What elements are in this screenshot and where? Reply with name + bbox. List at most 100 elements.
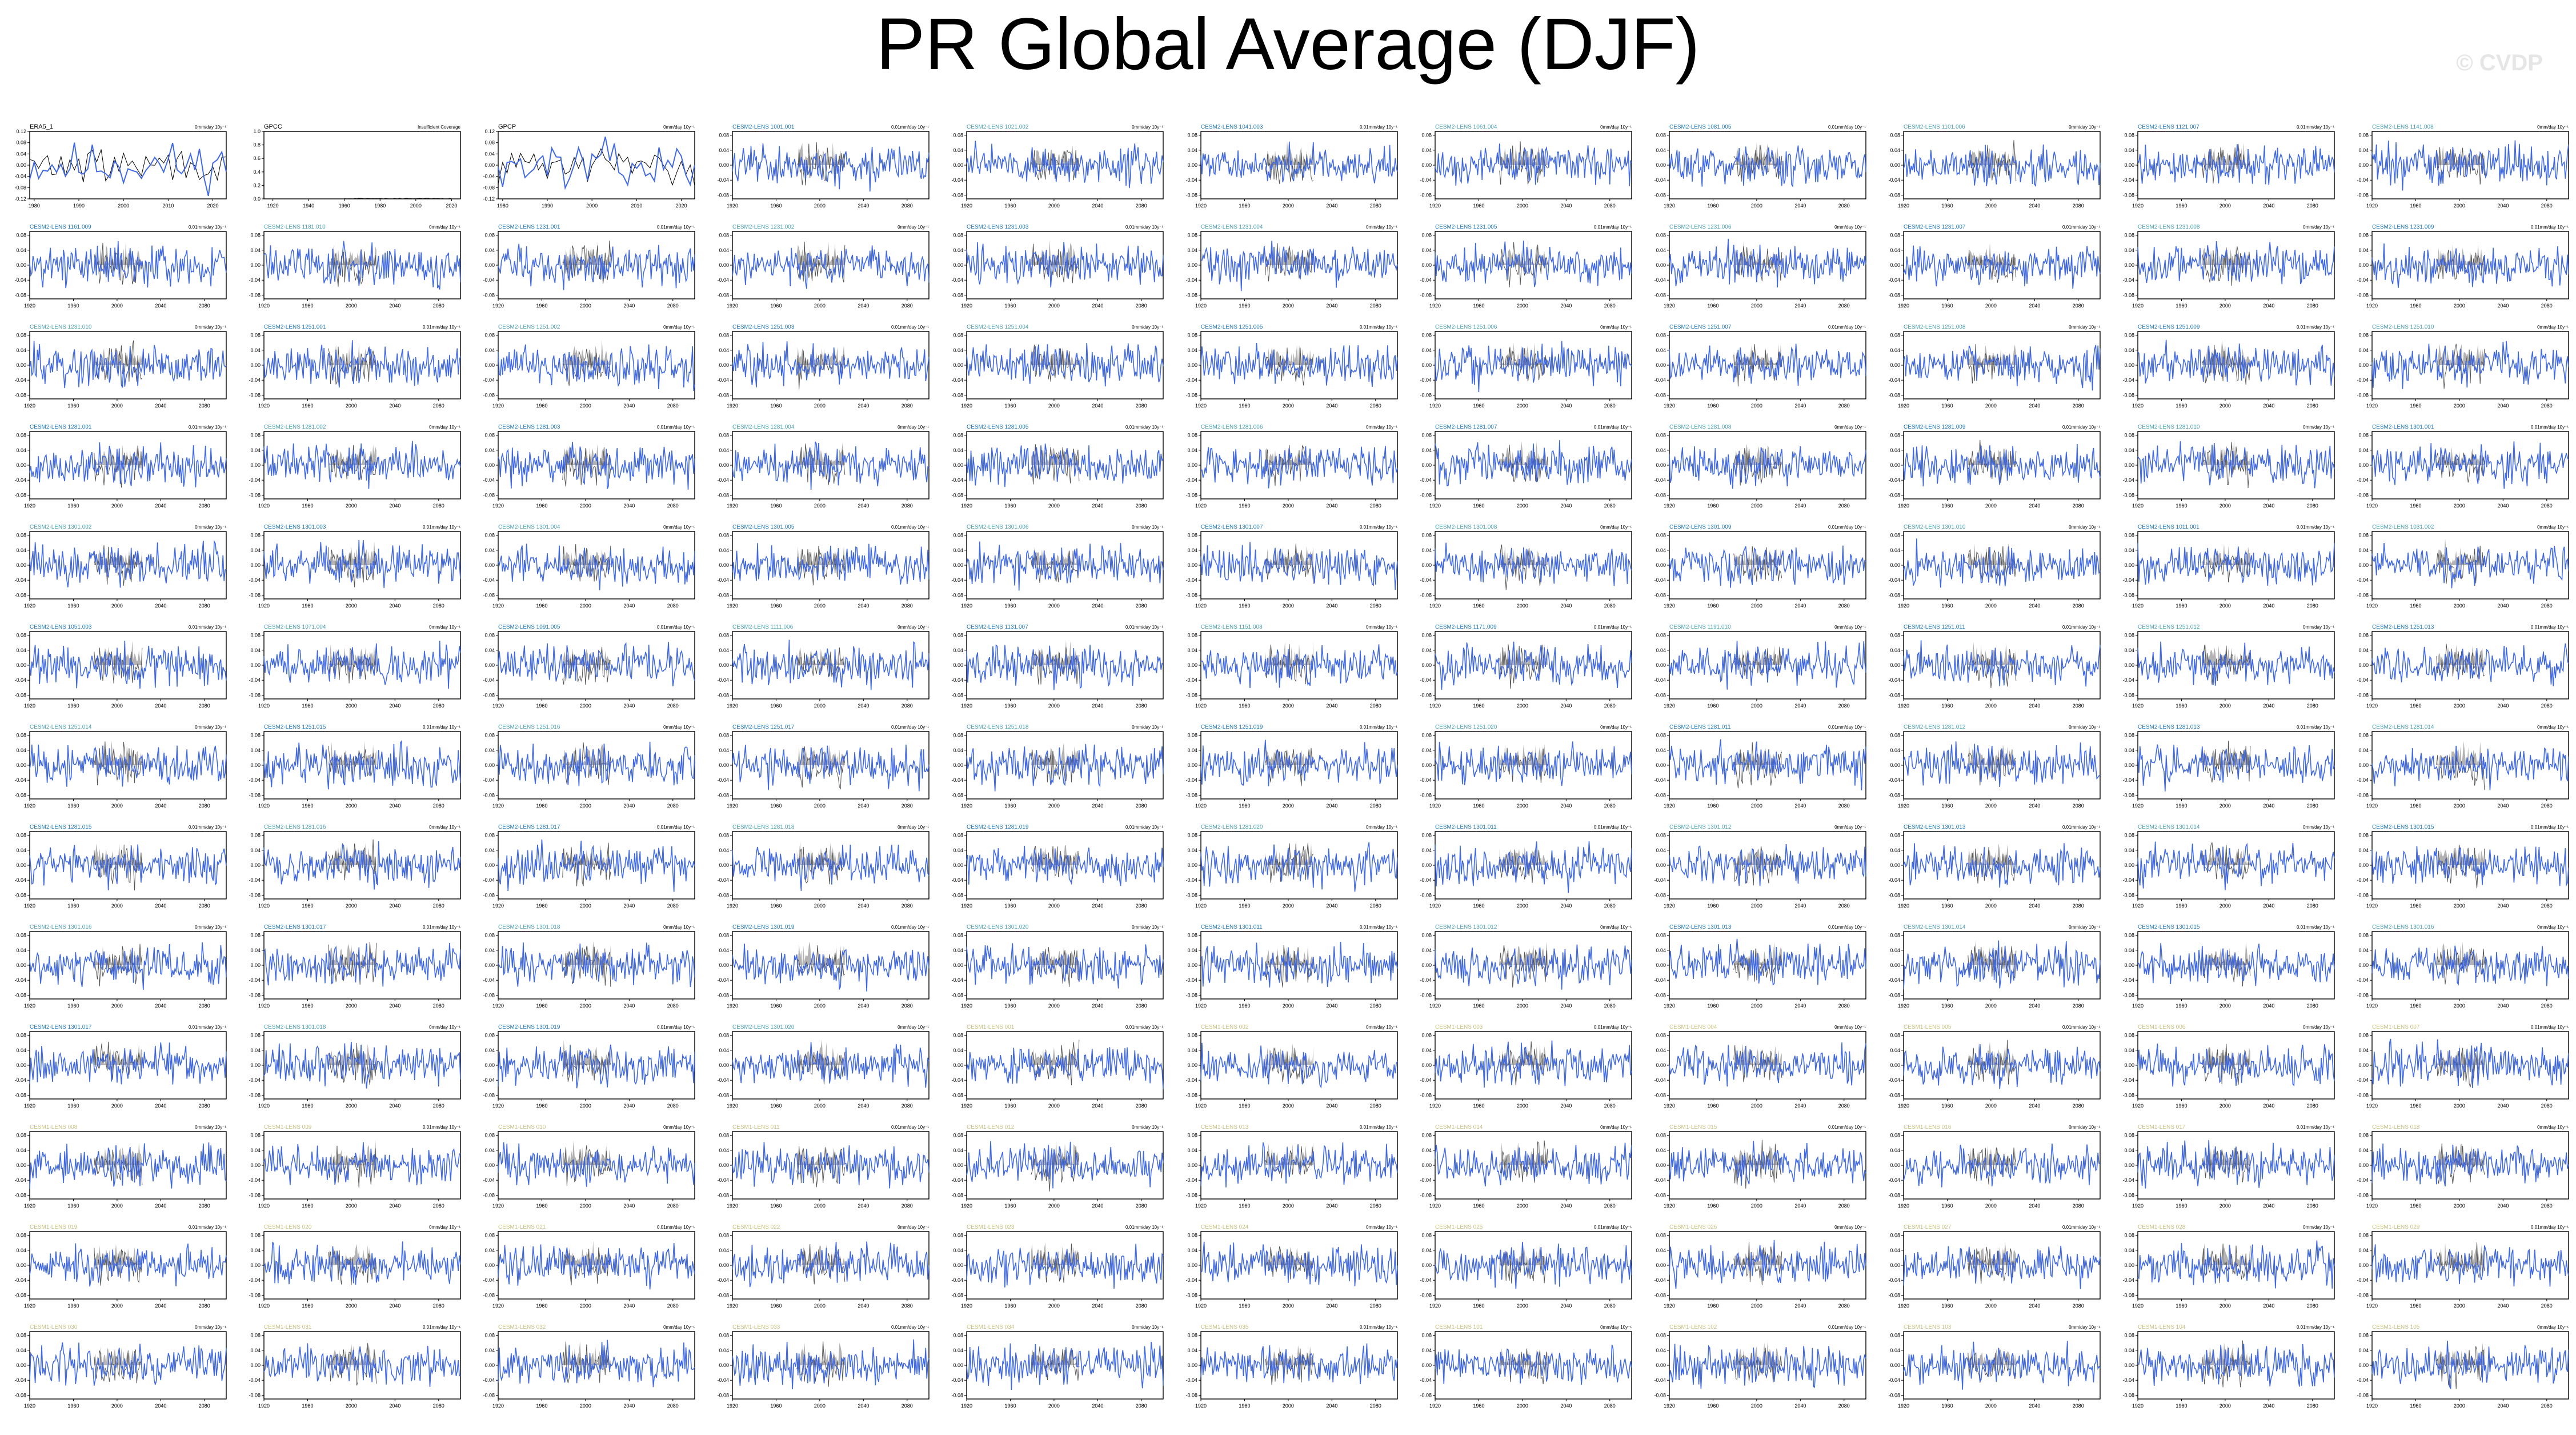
model-series-line (732, 441, 930, 490)
x-tick-label: 2000 (1283, 1403, 1294, 1409)
x-tick-label: 1960 (1707, 203, 1718, 209)
model-panel: CESM2-LENS 1251.016 0mm/day 10y⁻¹0.080.04… (483, 724, 695, 809)
x-tick-label: 2080 (2073, 803, 2084, 809)
x-tick-label: 1960 (536, 1003, 547, 1009)
x-tick-label: 1960 (1941, 303, 1953, 309)
y-tick-label: 0.04 (250, 848, 261, 853)
model-series-line (966, 644, 1164, 690)
model-panel-units: 0mm/day 10y⁻¹ (1600, 325, 1632, 330)
y-tick-label: -0.04 (717, 677, 729, 683)
x-tick-label: 1920 (258, 1203, 270, 1209)
y-tick-label: -0.04 (1420, 1277, 1432, 1283)
x-tick-label: 2040 (858, 1003, 869, 1009)
y-tick-label: 0.04 (2124, 147, 2134, 153)
x-tick-label: 2000 (1751, 1303, 1762, 1309)
y-tick-label: -0.08 (1654, 892, 1666, 898)
model-panel-title: CESM2-LENS 1281.004 (732, 424, 795, 430)
model-panel-units: 0.01mm/day 10y⁻¹ (1594, 425, 1632, 430)
model-panel-title: CESM2-LENS 1231.001 (498, 224, 560, 230)
y-tick-label: 0.04 (250, 1148, 261, 1153)
x-tick-label: 2040 (1560, 303, 1572, 309)
x-tick-label: 1960 (1941, 703, 1953, 709)
model-panel: CESM1-LENS 014 0mm/day 10y⁻¹0.080.040.00-… (1420, 1124, 1632, 1209)
obs-shading (1265, 1044, 1313, 1065)
y-tick-label: -0.04 (483, 1277, 495, 1283)
model-series-line (1200, 446, 1398, 489)
model-panel-title: CESM1-LENS 024 (1201, 1224, 1249, 1230)
x-tick-label: 1920 (1429, 703, 1441, 709)
x-tick-label: 2080 (2541, 303, 2553, 309)
x-tick-label: 2040 (858, 703, 869, 709)
x-tick-label: 2080 (2307, 503, 2318, 509)
x-tick-label: 2000 (814, 903, 826, 909)
x-tick-label: 2040 (1794, 1003, 1806, 1009)
y-tick-label: 0.00 (16, 662, 26, 668)
x-tick-label: 1920 (1664, 603, 1675, 609)
model-panel-units: 0.01mm/day 10y⁻¹ (2297, 725, 2334, 730)
y-tick-label: -0.04 (1654, 977, 1666, 983)
y-tick-label: -0.08 (483, 792, 495, 798)
y-tick-label: 0.08 (2124, 1033, 2134, 1038)
y-tick-label: 0.00 (1656, 462, 1666, 468)
y-tick-label: -0.08 (717, 892, 729, 898)
x-tick-label: 1920 (2366, 1103, 2378, 1109)
y-tick-label: 0.04 (2124, 848, 2134, 853)
x-tick-label: 2000 (2454, 803, 2465, 809)
model-panel: CESM2-LENS 1231.003 0.01mm/day 10y⁻¹0.080… (951, 224, 1164, 309)
x-tick-label: 1960 (770, 603, 782, 609)
model-series-line (29, 539, 227, 588)
y-tick-label: -0.08 (1185, 1192, 1197, 1198)
x-tick-label: 1920 (1429, 1003, 1441, 1009)
x-tick-label: 2040 (389, 903, 400, 909)
x-tick-label: 2000 (1985, 303, 1997, 309)
model-panel-title: CESM1-LENS 027 (1904, 1224, 1952, 1230)
y-tick-label: -0.12 (483, 196, 495, 202)
x-tick-label: 1960 (1707, 903, 1718, 909)
y-tick-label: 0.08 (953, 1233, 963, 1238)
model-panel-units: 0.01mm/day 10y⁻¹ (423, 525, 460, 530)
x-tick-label: 1920 (2366, 203, 2378, 209)
x-tick-label: 2080 (199, 503, 210, 509)
model-panel-units: 0mm/day 10y⁻¹ (663, 525, 695, 530)
model-panel: CESM1-LENS 011 0.01mm/day 10y⁻¹0.080.040.… (717, 1124, 930, 1209)
y-tick-label: -0.08 (483, 292, 495, 298)
model-panel-title: CESM1-LENS 010 (498, 1124, 546, 1130)
x-tick-label: 1920 (2132, 603, 2144, 609)
model-series-line (498, 1340, 695, 1388)
x-tick-label: 2000 (111, 803, 123, 809)
x-tick-label: 1920 (1664, 1203, 1675, 1209)
model-panel-units: 0.01mm/day 10y⁻¹ (657, 225, 695, 230)
model-panel-units: 0mm/day 10y⁻¹ (898, 225, 929, 230)
y-tick-label: 0.08 (2124, 333, 2134, 338)
y-tick-label: 0.08 (16, 1233, 26, 1238)
model-series-line (1669, 145, 1866, 188)
x-tick-label: 2080 (1136, 303, 1147, 309)
y-tick-label: -0.04 (2122, 377, 2134, 383)
model-series-line (2137, 542, 2335, 586)
y-tick-label: -0.08 (1420, 392, 1432, 398)
y-tick-label: 0.00 (484, 462, 495, 468)
x-tick-label: 2080 (1136, 203, 1147, 209)
y-tick-label: 0.08 (953, 733, 963, 738)
y-tick-label: 0.04 (250, 1348, 261, 1353)
x-tick-label: 1920 (2132, 203, 2144, 209)
x-tick-label: 1920 (2366, 503, 2378, 509)
y-tick-label: 0.00 (16, 1162, 26, 1168)
x-tick-label: 2080 (1838, 903, 1850, 909)
x-tick-label: 2000 (1283, 403, 1294, 409)
x-tick-label: 2080 (1370, 1403, 1381, 1409)
y-tick-label: 0.08 (250, 533, 261, 538)
x-tick-label: 1960 (302, 1003, 313, 1009)
x-tick-label: 2000 (1985, 603, 1997, 609)
x-tick-label: 2040 (155, 303, 166, 309)
model-panel-units: 0.01mm/day 10y⁻¹ (1594, 1025, 1632, 1030)
model-panel-title: CESM2-LENS 1141.008 (2372, 124, 2434, 130)
y-tick-label: -0.04 (1185, 877, 1197, 883)
y-tick-label: -0.04 (483, 777, 495, 783)
model-panel: CESM2-LENS 1281.010 0mm/day 10y⁻¹0.080.04… (2122, 424, 2335, 509)
x-tick-label: 2000 (1048, 1103, 1060, 1109)
x-tick-label: 1920 (1664, 1003, 1675, 1009)
y-tick-label: 0.08 (1421, 1333, 1432, 1338)
y-tick-label: -0.04 (1420, 1077, 1432, 1083)
x-tick-label: 2040 (389, 1003, 400, 1009)
